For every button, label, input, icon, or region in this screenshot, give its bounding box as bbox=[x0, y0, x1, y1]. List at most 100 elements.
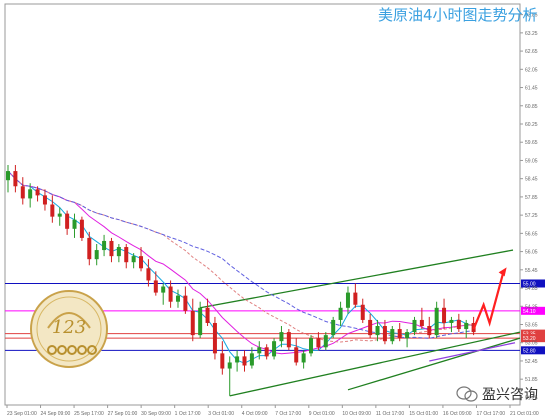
candle bbox=[175, 289, 180, 308]
price-level-label: 52.80 bbox=[523, 348, 536, 354]
moving-averages bbox=[7, 170, 474, 364]
candle-body bbox=[368, 319, 373, 336]
candle bbox=[338, 301, 343, 327]
candle bbox=[442, 298, 447, 330]
candle bbox=[65, 210, 70, 235]
x-tick-label: 21 Oct 01:00 bbox=[510, 411, 539, 417]
y-tick-label: 57.25 bbox=[525, 213, 538, 219]
candle-body bbox=[131, 256, 136, 263]
candle bbox=[235, 350, 240, 372]
y-tick-label: 60.85 bbox=[525, 104, 538, 110]
y-tick-label: 59.05 bbox=[525, 158, 538, 164]
candle bbox=[124, 243, 129, 269]
candle bbox=[190, 298, 195, 342]
candle-body bbox=[464, 322, 469, 330]
candle bbox=[316, 332, 321, 351]
price-level-label: 54.10 bbox=[523, 309, 536, 315]
candle bbox=[153, 271, 158, 296]
y-tick-label: 57.85 bbox=[525, 195, 538, 201]
candle-body bbox=[279, 332, 284, 342]
y-tick-label: 63.25 bbox=[525, 31, 538, 37]
candle bbox=[294, 338, 299, 366]
wechat-icon bbox=[456, 386, 478, 402]
candle-body bbox=[102, 240, 107, 251]
candle-body bbox=[168, 286, 173, 302]
candle bbox=[242, 350, 247, 372]
candle-body bbox=[456, 319, 461, 330]
price-level-label: 55.00 bbox=[523, 281, 536, 287]
y-tick-label: 52.45 bbox=[525, 359, 538, 365]
forecast-arrowhead bbox=[498, 267, 507, 277]
candle bbox=[109, 237, 114, 263]
candle bbox=[331, 316, 336, 339]
candle-body bbox=[360, 304, 365, 320]
candle bbox=[72, 213, 77, 238]
candle bbox=[205, 298, 210, 327]
candle-body bbox=[87, 237, 92, 260]
y-tick-label: 51.85 bbox=[525, 377, 538, 383]
x-tick-label: 1 Oct 17:00 bbox=[175, 411, 201, 417]
candle-body bbox=[338, 307, 343, 320]
candle-body bbox=[28, 189, 33, 199]
candle-body bbox=[109, 240, 114, 257]
x-tick-label: 9 Oct 01:00 bbox=[309, 411, 335, 417]
x-tick-label: 23 Sep 01:00 bbox=[7, 411, 37, 417]
candle bbox=[397, 322, 402, 342]
candle-body bbox=[6, 171, 10, 181]
candle bbox=[6, 165, 10, 193]
plot-frame bbox=[4, 3, 521, 406]
ma-slow2-line bbox=[7, 170, 474, 339]
candle bbox=[79, 216, 84, 241]
y-tick-label: 62.05 bbox=[525, 67, 538, 73]
candle-body bbox=[286, 332, 291, 348]
candle-body bbox=[323, 335, 328, 348]
candle-body bbox=[382, 326, 387, 342]
candle-body bbox=[198, 307, 203, 336]
candle-body bbox=[397, 329, 402, 339]
candle bbox=[360, 298, 365, 323]
candle bbox=[131, 253, 136, 269]
candle-body bbox=[72, 219, 77, 229]
price-level-label: 53.20 bbox=[523, 336, 536, 342]
candle bbox=[345, 286, 350, 314]
candle bbox=[102, 234, 107, 257]
candle bbox=[198, 301, 203, 339]
y-tick-label: 60.25 bbox=[525, 122, 538, 128]
x-tick-label: 27 Sep 01:00 bbox=[108, 411, 138, 417]
x-tick-label: 3 Oct 01:00 bbox=[208, 411, 234, 417]
candle bbox=[301, 350, 306, 369]
candle bbox=[375, 319, 380, 342]
candle-body bbox=[442, 307, 447, 323]
price-level-tag bbox=[521, 329, 545, 338]
y-tick-label: 55.45 bbox=[525, 268, 538, 274]
candle-body bbox=[242, 356, 247, 366]
y-tick-label: 53.05 bbox=[525, 341, 538, 347]
candle bbox=[427, 316, 432, 339]
candle bbox=[434, 301, 439, 339]
x-tick-label: 15 Oct 01:00 bbox=[409, 411, 438, 417]
violet-support-line bbox=[429, 342, 516, 362]
candle-body bbox=[264, 347, 269, 357]
candle bbox=[35, 186, 40, 202]
trendlines bbox=[200, 249, 521, 397]
candle bbox=[42, 189, 47, 211]
x-tick-label: 24 Sep 09:00 bbox=[41, 411, 71, 417]
candle bbox=[382, 319, 387, 345]
candle bbox=[279, 326, 284, 348]
candle-body bbox=[390, 329, 395, 342]
x-tick-label: 10 Oct 09:00 bbox=[342, 411, 371, 417]
candle bbox=[323, 332, 328, 351]
candle-body bbox=[427, 326, 432, 336]
channel-lower-line bbox=[229, 331, 521, 397]
y-tick-label: 53.65 bbox=[525, 322, 538, 328]
candle-body bbox=[50, 204, 55, 217]
candle bbox=[13, 165, 18, 193]
x-tick-label: 25 Sep 17:00 bbox=[74, 411, 104, 417]
price-level-tag bbox=[521, 279, 545, 288]
candle bbox=[50, 195, 55, 223]
y-tick-label: 56.65 bbox=[525, 231, 538, 237]
candle-body bbox=[331, 319, 336, 336]
candle-body bbox=[316, 338, 321, 348]
candle-body bbox=[249, 353, 254, 366]
candle bbox=[139, 247, 144, 272]
